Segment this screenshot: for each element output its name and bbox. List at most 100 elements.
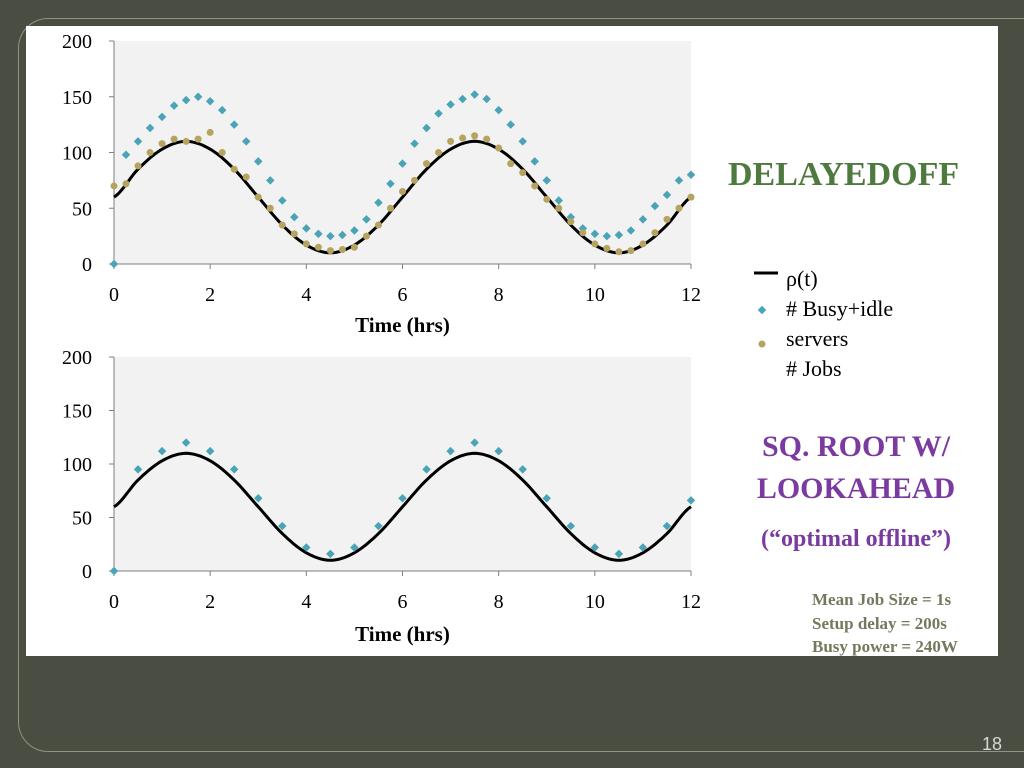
data-point-jobs — [122, 180, 130, 188]
data-point-busy-idle — [422, 465, 431, 474]
legend-label-jobs: # Jobs — [786, 356, 842, 381]
plot-area-top — [114, 41, 691, 264]
x-tick-label: 2 — [205, 284, 215, 306]
y-tick-label: 150 — [62, 401, 92, 423]
data-point-jobs — [230, 165, 238, 173]
data-point-busy-idle — [278, 196, 287, 205]
y-tick-label: 200 — [62, 347, 92, 369]
data-point-busy-idle — [133, 465, 143, 474]
x-tick-label: 2 — [205, 591, 215, 613]
legend-diamond-icon — [757, 305, 767, 315]
legend-line-icon — [754, 271, 778, 275]
legend-dot-icon — [758, 340, 766, 348]
data-point-jobs — [459, 134, 467, 142]
data-point-jobs — [362, 232, 370, 240]
y-tick-label: 200 — [62, 31, 92, 53]
data-point-jobs — [423, 160, 431, 168]
data-point-jobs — [663, 215, 671, 223]
slide-canvas: 0 50 100 150 200 0 2 4 6 8 10 12 Time (hrs) 0 50 100 15… — [26, 26, 998, 656]
data-point-jobs — [326, 247, 334, 255]
legend-label-rho: ρ(t) — [786, 266, 818, 291]
x-tick-label: 8 — [494, 591, 504, 613]
legend-label-servers: servers — [786, 326, 849, 351]
data-point-busy-idle — [398, 159, 407, 168]
data-point-jobs — [687, 193, 695, 201]
data-point-busy-idle — [302, 543, 311, 552]
x-tick-label: 8 — [494, 284, 504, 306]
data-point-jobs — [591, 240, 599, 248]
data-point-busy-idle — [422, 123, 431, 133]
y-tick-label: 0 — [82, 254, 92, 276]
chart-title-sqroot-line2: LOOKAHEAD — [756, 472, 956, 505]
data-point-jobs — [374, 221, 382, 229]
data-point-busy-idle — [193, 92, 203, 101]
data-point-busy-idle — [169, 101, 179, 110]
data-point-busy-idle — [254, 157, 263, 166]
data-point-jobs — [206, 128, 214, 136]
data-point-busy-idle — [314, 229, 323, 239]
y-tick-label: 50 — [72, 508, 92, 530]
data-point-busy-idle — [362, 215, 371, 224]
data-point-jobs — [411, 176, 419, 184]
data-point-busy-idle — [350, 226, 359, 235]
data-point-jobs — [134, 162, 142, 170]
chart-title-sqroot-line1: SQ. ROOT W/ — [761, 430, 951, 463]
data-point-busy-idle — [638, 543, 648, 552]
param-busy-power: Busy power = 240W — [812, 637, 958, 656]
x-tick-label: 10 — [585, 284, 605, 306]
y-tick-label: 50 — [72, 198, 92, 220]
data-point-busy-idle — [290, 212, 299, 222]
y-tick-label: 0 — [82, 561, 92, 583]
x-tick-label: 12 — [681, 284, 701, 306]
data-point-busy-idle — [482, 94, 491, 104]
x-tick-label: 4 — [301, 284, 311, 306]
data-point-jobs — [555, 204, 563, 212]
data-point-jobs — [627, 247, 635, 255]
data-point-jobs — [531, 182, 539, 190]
data-point-busy-idle — [518, 465, 527, 474]
data-point-jobs — [290, 230, 298, 238]
data-point-jobs — [386, 204, 394, 212]
data-point-busy-idle — [205, 446, 215, 456]
data-point-busy-idle — [302, 224, 311, 233]
slide-frame — [18, 18, 1024, 752]
x-tick-label: 0 — [109, 591, 119, 613]
x-axis-label: Time (hrs) — [355, 313, 450, 337]
data-point-busy-idle — [145, 123, 155, 133]
chart-title-sqroot: SQ. ROOT W/ LOOKAHEAD — [726, 426, 986, 510]
x-tick-label: 0 — [109, 284, 119, 306]
data-point-jobs — [314, 243, 322, 251]
plot-area-bottom — [114, 357, 691, 571]
data-point-jobs — [579, 229, 587, 237]
data-point-jobs — [675, 204, 683, 212]
data-point-jobs — [495, 144, 503, 152]
data-point-busy-idle — [338, 230, 347, 240]
data-point-jobs — [639, 240, 647, 248]
data-point-busy-idle — [470, 90, 479, 99]
data-point-busy-idle — [217, 105, 227, 115]
data-point-busy-idle — [157, 112, 167, 122]
data-point-jobs — [615, 248, 623, 256]
data-point-busy-idle — [109, 259, 119, 269]
legend-label-busy-idle: # Busy+idle — [786, 296, 894, 321]
data-point-jobs — [242, 173, 250, 181]
data-point-jobs — [350, 243, 358, 251]
data-point-jobs — [254, 193, 262, 201]
data-point-busy-idle — [205, 96, 215, 106]
data-point-busy-idle — [229, 465, 239, 474]
param-setup-delay: Setup delay = 200s — [812, 613, 947, 633]
data-point-busy-idle — [398, 493, 407, 503]
data-point-busy-idle — [229, 120, 239, 129]
data-point-jobs — [278, 221, 286, 229]
x-tick-label: 6 — [398, 284, 408, 306]
data-point-busy-idle — [446, 100, 455, 109]
data-point-jobs — [435, 149, 443, 156]
data-point-jobs — [182, 137, 190, 145]
data-point-busy-idle — [614, 549, 624, 559]
data-point-busy-idle — [434, 109, 443, 118]
series-line-rho — [113, 451, 692, 562]
chart-title-delayedoff: DELAYEDOFF — [728, 156, 960, 193]
data-point-jobs — [399, 188, 406, 196]
data-point-busy-idle — [386, 179, 395, 188]
data-point-busy-idle — [350, 543, 359, 552]
